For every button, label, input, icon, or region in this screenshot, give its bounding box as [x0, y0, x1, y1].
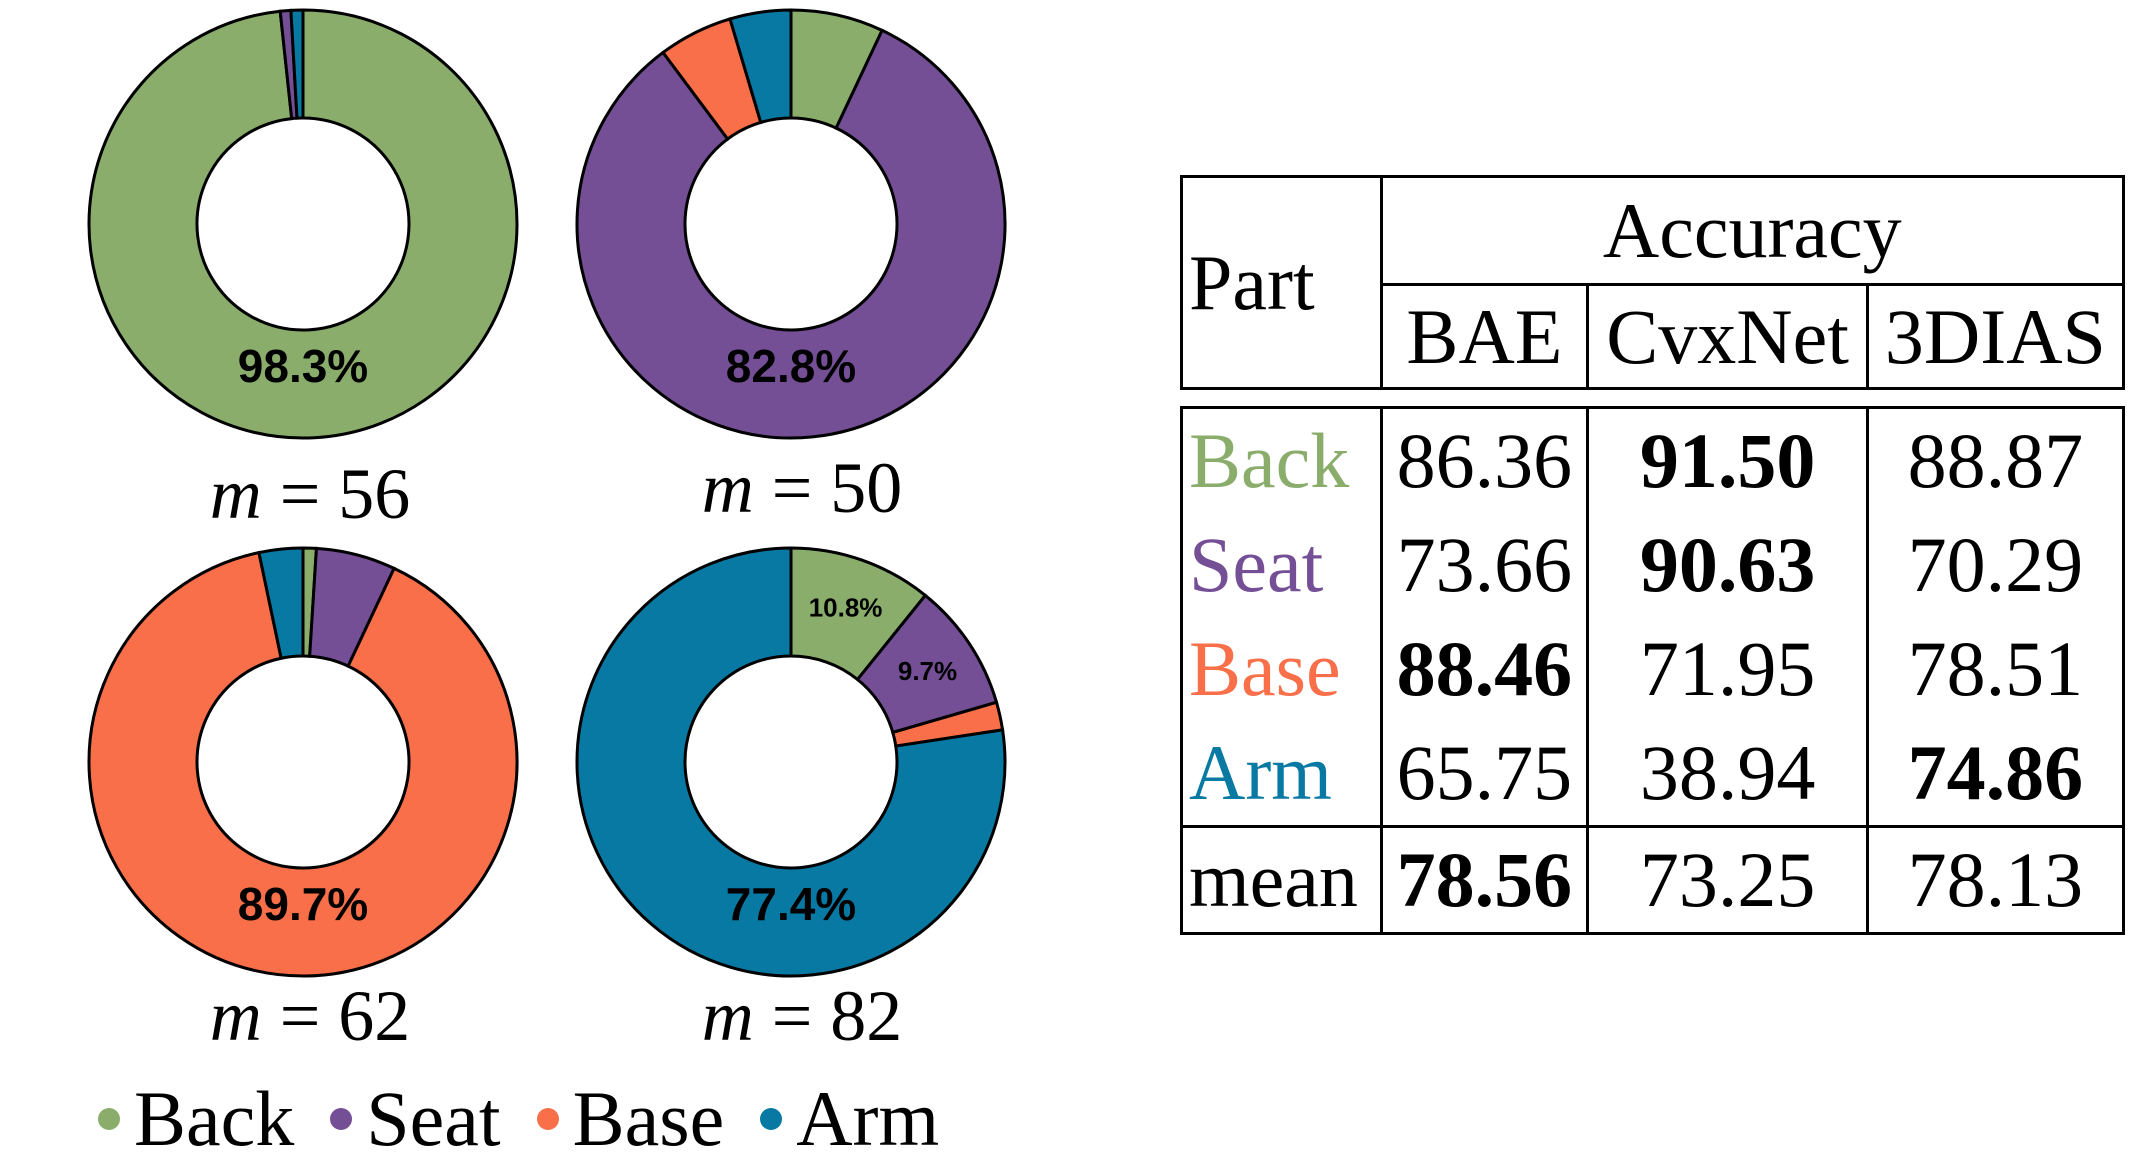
cell-back-cvxnet: 91.50 — [1586, 406, 1868, 513]
donut-1-center-value: 82.8% — [726, 340, 856, 392]
donut-3-slice-label-back: 10.8% — [809, 592, 883, 622]
donut-0-center-value: 98.3% — [238, 340, 368, 392]
table-row-mean: mean 78.56 73.25 78.13 — [1180, 825, 2126, 935]
legend-dot-back — [98, 1108, 120, 1130]
table-row-back: Back 86.36 91.50 88.87 — [1180, 406, 2126, 513]
donut-2-slice-arm — [257, 546, 305, 661]
accuracy-table: Part Accuracy BAE CvxNet 3DIAS Back 86.3… — [1180, 175, 2126, 935]
row-label-mean: mean — [1180, 825, 1382, 935]
cell-seat-cvxnet: 90.63 — [1586, 513, 1868, 617]
col-header-cvxnet: CvxNet — [1586, 284, 1868, 390]
legend-dot-base — [536, 1108, 559, 1130]
cell-seat-bae: 73.66 — [1379, 513, 1588, 617]
legend-label-base: Base — [572, 1075, 725, 1162]
donut-m-label-2: m = 62 — [209, 976, 411, 1056]
cell-arm-bae: 65.75 — [1379, 721, 1588, 827]
donut-m-label-1: m = 50 — [701, 448, 903, 528]
donut-2-slice-base — [87, 550, 519, 978]
row-label-back: Back — [1180, 406, 1382, 513]
cell-mean-3dias: 78.13 — [1865, 825, 2126, 935]
cell-base-bae: 88.46 — [1379, 617, 1588, 721]
donut-0-slice-arm — [289, 8, 305, 120]
donut-m-label-3: m = 82 — [701, 976, 903, 1056]
col-header-bae: BAE — [1379, 284, 1588, 390]
cell-back-3dias: 88.87 — [1865, 406, 2126, 513]
donut-3-center-value: 77.4% — [726, 878, 856, 930]
legend-label-back: Back — [134, 1075, 295, 1162]
table-row-base: Base 88.46 71.95 78.51 — [1180, 617, 2126, 721]
table-row-seat: Seat 73.66 90.63 70.29 — [1180, 513, 2126, 617]
row-label-base: Base — [1180, 617, 1382, 721]
cell-mean-bae: 78.56 — [1379, 825, 1588, 935]
table-row-arm: Arm 65.75 38.94 74.86 — [1180, 721, 2126, 827]
legend-item-arm: Arm — [760, 1080, 939, 1158]
donut-2-center-value: 89.7% — [238, 878, 368, 930]
legend-label-arm: Arm — [796, 1075, 940, 1162]
row-label-arm: Arm — [1180, 721, 1382, 827]
cell-seat-3dias: 70.29 — [1865, 513, 2126, 617]
part-header: Part — [1180, 175, 1382, 390]
donut-charts: 98.3% 82.8% 89.7% 10.8% 9.7% 77.4% — [87, 8, 1007, 978]
donut-0-slice-back — [87, 8, 519, 440]
donut-1-slice-arm — [728, 8, 793, 125]
cell-arm-cvxnet: 38.94 — [1586, 721, 1868, 827]
donut-m-label-0: m = 56 — [209, 454, 411, 534]
legend-dot-arm — [760, 1108, 783, 1130]
legend-item-base: Base — [536, 1075, 725, 1162]
col-header-3dias: 3DIAS — [1865, 284, 2126, 390]
cell-base-3dias: 78.51 — [1865, 617, 2126, 721]
legend-item-back: Back — [98, 1080, 294, 1158]
legend-item-seat: Seat — [330, 1075, 501, 1162]
cell-back-bae: 86.36 — [1379, 406, 1588, 513]
donut-3-slice-label-seat: 9.7% — [898, 656, 957, 686]
donut-1-slice-seat — [575, 28, 1007, 440]
cell-base-cvxnet: 71.95 — [1586, 617, 1868, 721]
donut-3-slice-arm — [575, 546, 1007, 978]
cell-arm-3dias: 74.86 — [1865, 721, 2126, 827]
legend-dot-seat — [330, 1108, 353, 1130]
accuracy-header: Accuracy — [1379, 175, 2126, 286]
legend-label-seat: Seat — [366, 1075, 501, 1162]
row-label-seat: Seat — [1180, 513, 1382, 617]
legend: Back Seat Base Arm — [98, 1080, 975, 1158]
cell-mean-cvxnet: 73.25 — [1586, 825, 1868, 935]
